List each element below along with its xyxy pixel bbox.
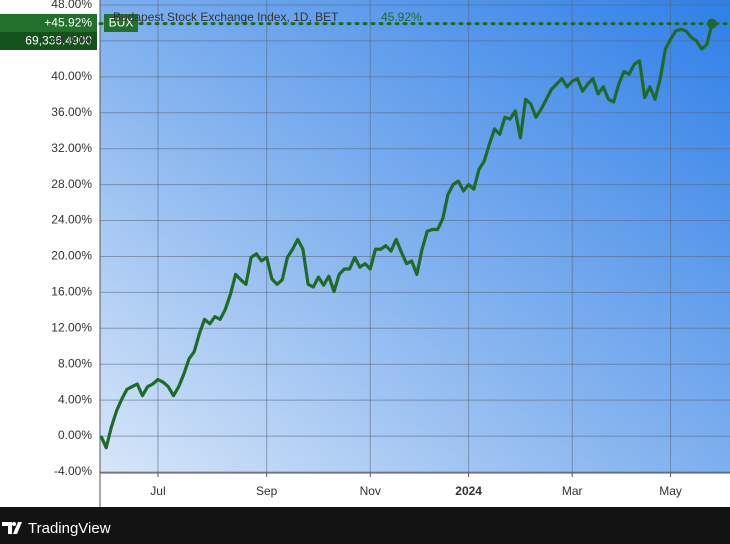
y-tick-label: -4.00% (54, 464, 92, 478)
y-tick-label: 4.00% (58, 392, 92, 406)
legend-value: 45.92% (381, 10, 422, 24)
y-tick-label: 12.00% (51, 320, 92, 334)
y-tick-label: 8.00% (58, 356, 92, 370)
grid (100, 0, 730, 473)
x-tick-label: Jul (150, 484, 165, 498)
symbol-bg (104, 14, 138, 32)
y-tick-label: 48.00% (51, 0, 92, 11)
line-series (99, 23, 714, 450)
brand-logo-dot (12, 522, 16, 526)
last-value-dot (707, 18, 717, 29)
y-tick-label: 0.00% (58, 428, 92, 442)
y-tick-label: 44.00% (51, 33, 92, 47)
y-tick-label: 16.00% (51, 285, 92, 299)
badge-change-bg (0, 14, 97, 32)
badge-change: +45.92% (44, 16, 92, 30)
symbol: BUX (109, 16, 134, 30)
legend-name: Budapest Stock Exchange Index, 1D, BET (113, 10, 339, 24)
badge-price: 69,336.4900 (25, 34, 92, 48)
y-tick-label: 32.00% (51, 141, 92, 155)
y-tick-label: 24.00% (51, 213, 92, 227)
y-tick-label: 40.00% (51, 69, 92, 83)
x-tick-label: 2024 (455, 484, 482, 498)
brand-logo (2, 522, 22, 534)
plot-background (100, 0, 730, 473)
y-tick-label: 20.00% (51, 249, 92, 263)
footer (0, 507, 730, 544)
x-tick-label: Mar (562, 484, 583, 498)
y-tick-label: 28.00% (51, 177, 92, 191)
x-tick-label: May (659, 484, 682, 498)
badge-price-bg (0, 32, 97, 50)
x-tick-label: Nov (360, 484, 381, 498)
y-tick-label: 36.00% (51, 105, 92, 119)
x-tick-label: Sep (256, 484, 278, 498)
marks (98, 18, 730, 450)
brand: TradingView (28, 520, 111, 537)
